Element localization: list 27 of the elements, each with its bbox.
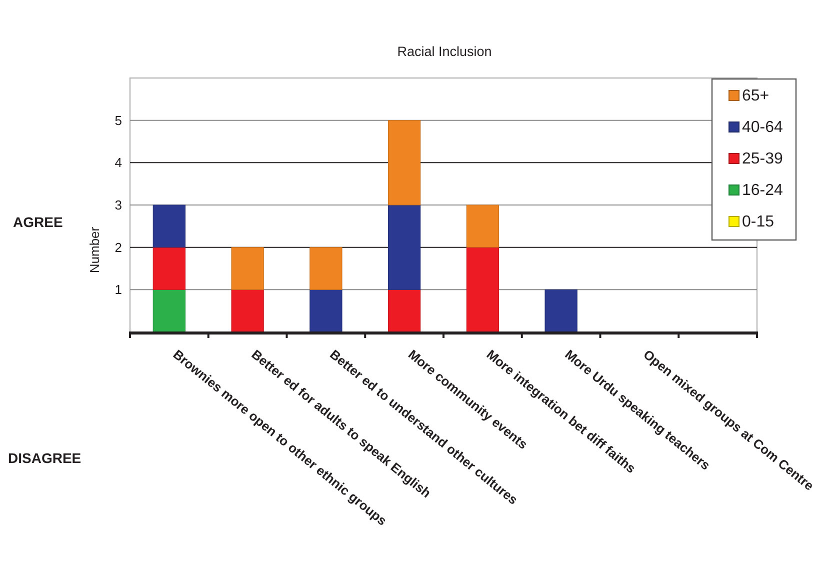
text: DISAGREE bbox=[8, 450, 82, 466]
legend-label: 65+ bbox=[742, 88, 770, 105]
legend-label: 25-39 bbox=[742, 150, 784, 168]
bar bbox=[152, 204, 186, 248]
legend-label: 16-24 bbox=[742, 182, 784, 200]
bar bbox=[152, 289, 186, 332]
legend-label: 0-15 bbox=[742, 214, 774, 231]
bar bbox=[466, 204, 500, 248]
y-tick-label: 1 bbox=[114, 282, 122, 298]
bar bbox=[231, 247, 264, 290]
bar bbox=[388, 289, 421, 332]
y-tick-label: 5 bbox=[114, 112, 122, 128]
y-tick-label: 4 bbox=[114, 155, 122, 170]
bar bbox=[310, 289, 342, 332]
bar bbox=[388, 120, 421, 206]
text: AGREE bbox=[13, 214, 63, 230]
bar bbox=[466, 247, 500, 332]
bar bbox=[544, 289, 578, 332]
legend-label: 40-64 bbox=[742, 119, 784, 136]
bar bbox=[152, 247, 186, 290]
y-axis-title: Number bbox=[87, 226, 102, 274]
bar bbox=[388, 204, 421, 290]
y-tick-label: 2 bbox=[114, 240, 122, 255]
y-tick-label: 3 bbox=[114, 198, 122, 213]
bar bbox=[310, 247, 342, 290]
chart-title: Racial Inclusion bbox=[397, 44, 492, 59]
bar bbox=[231, 289, 264, 332]
